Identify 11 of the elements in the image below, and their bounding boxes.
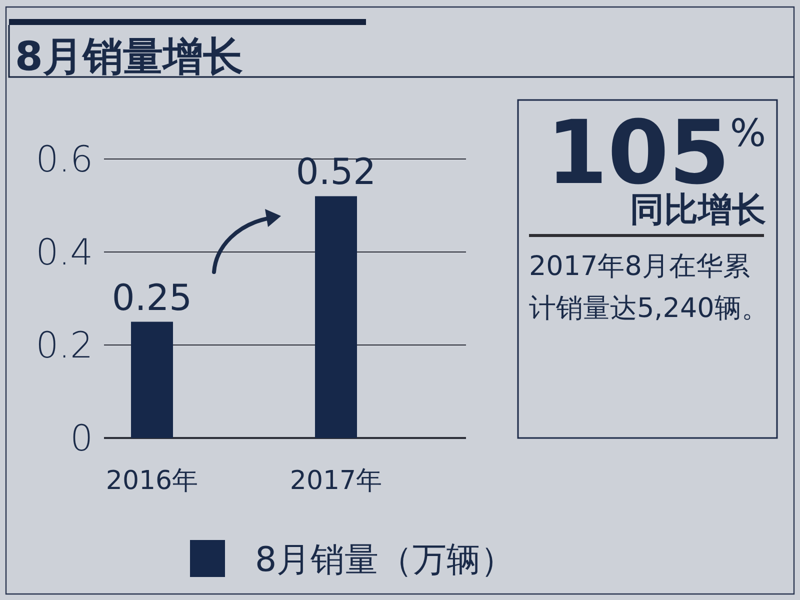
y-tick-label: 0.6	[36, 140, 93, 181]
data-label: 0.52	[296, 152, 376, 194]
data-label: 0.25	[112, 278, 192, 319]
legend-label: 8月销量（万辆）	[255, 540, 515, 580]
y-tick-label: 0	[70, 418, 93, 460]
text: 2017年8月在华累计销量达5,240辆。	[529, 251, 768, 324]
y-tick-label: 0.2	[36, 326, 93, 367]
y-tick-label: 0.4	[36, 232, 93, 274]
chart-title: 8月销量增长	[15, 34, 243, 80]
x-tick-label: 2016年	[106, 466, 198, 496]
x-tick-label: 2017年	[290, 466, 382, 496]
